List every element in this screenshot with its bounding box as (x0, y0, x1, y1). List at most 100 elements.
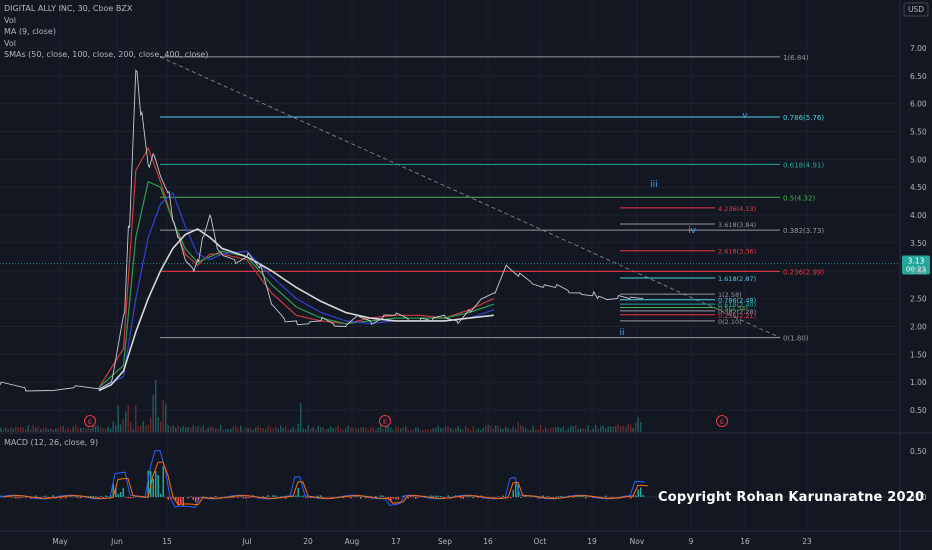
macd-hist-bar (437, 495, 439, 497)
price-axis-label: 6.00 (910, 100, 927, 109)
volume-bar (180, 427, 182, 432)
volume-bar (367, 429, 369, 432)
macd-hist-bar (12, 497, 14, 498)
volume-bar (230, 428, 232, 432)
volume-bar (187, 426, 189, 432)
volume-bar (257, 425, 259, 432)
volume-bar (382, 429, 384, 432)
macd-axis-label: 0.50 (910, 447, 927, 456)
volume-bar (145, 425, 147, 432)
price-axis-label: 3.00 (910, 267, 927, 276)
grid (0, 0, 900, 530)
currency-box (903, 2, 929, 17)
macd-hist-bar (45, 495, 47, 497)
macd-hist-bar (612, 497, 614, 499)
volume-bar (222, 429, 224, 432)
volume-bar (65, 429, 67, 432)
volume-bar (515, 428, 517, 432)
macd-hist-bar (460, 497, 462, 499)
volume-bar (122, 418, 124, 432)
volume-bar (70, 429, 72, 432)
volume-bar (190, 427, 192, 432)
volume-bar (192, 425, 194, 432)
volume-bar (267, 425, 269, 432)
volume-bar (425, 429, 427, 432)
earnings-marker-label: E (88, 418, 92, 426)
macd-hist-bar (577, 496, 579, 497)
macd-hist-bar (147, 470, 149, 497)
legend-vol-2[interactable]: Vol (4, 38, 16, 48)
sma-line-3 (98, 191, 494, 390)
volume-bar (512, 426, 514, 432)
macd-hist-bar (37, 497, 39, 498)
volume-bar (177, 425, 179, 432)
macd-hist-bar (112, 483, 114, 497)
volume-bar (432, 428, 434, 432)
price-axis-label: 5.50 (910, 128, 927, 137)
volume-bar (117, 405, 119, 432)
volume-bar (320, 427, 322, 432)
legend-vol[interactable]: Vol (4, 15, 16, 25)
volume-bar (55, 428, 57, 432)
legend-ma[interactable]: MA (9, close) (4, 27, 56, 36)
volume-bar (602, 425, 604, 432)
macd-hist-bar (582, 495, 584, 497)
indicator-legend: DIGITAL ALLY INC, 30, Cboe BZX Vol MA (9… (4, 3, 208, 61)
macd-hist-bar (550, 497, 552, 499)
macd-hist-bar (642, 495, 644, 497)
macd-hist-bar (15, 497, 17, 499)
volume-bar (252, 429, 254, 432)
volume-bar (470, 429, 472, 432)
macd-hist-bar (100, 496, 102, 497)
macd-hist-bar (47, 497, 49, 499)
earnings-marker (716, 415, 728, 427)
volume-bar (155, 379, 157, 432)
volume-bar (35, 427, 37, 432)
macd-hist-bar (375, 496, 377, 497)
volume-bar (400, 428, 402, 432)
volume-bar (415, 427, 417, 432)
volume-bar (540, 425, 542, 432)
currency-label: USD (908, 5, 924, 14)
macd-hist-bar (272, 495, 274, 497)
macd-hist-bar (300, 496, 302, 497)
volume-bar (37, 426, 39, 432)
volume-bar (462, 429, 464, 432)
legend-smas[interactable]: SMAs (50, close, 100, close, 200, close,… (4, 50, 209, 59)
macd-hist-bar (167, 497, 169, 500)
volume-bar (497, 425, 499, 432)
earnings-marker-label: E (383, 418, 387, 426)
volume-bar (355, 427, 357, 432)
volume-bar (87, 426, 89, 432)
macd-legend[interactable]: MACD (12, 26, close, 9) (4, 438, 99, 447)
macd-hist-bar (410, 496, 412, 497)
volume-bar (490, 425, 492, 432)
volume-bar (622, 425, 624, 432)
volume-bar (640, 421, 642, 432)
macd-hist-bar (35, 495, 37, 497)
macd-hist-bar (0, 495, 2, 497)
fib-ext-label: 0.618(2.40) (718, 301, 756, 309)
fib-ext-label: 3.618(3.84) (718, 221, 756, 229)
volume-bar (245, 427, 247, 432)
volume-bar (287, 429, 289, 432)
volume-bar (395, 426, 397, 432)
macd-hist-bar (197, 497, 199, 502)
volume-bar (520, 425, 522, 432)
volume-bar (427, 429, 429, 432)
volume-bar (392, 429, 394, 432)
volume-bar (137, 426, 139, 432)
macd-hist-bar (237, 497, 239, 498)
volume-bar (435, 427, 437, 432)
volume-bar (132, 429, 134, 432)
macd-hist-bar (360, 497, 362, 499)
symbol-title[interactable]: DIGITAL ALLY INC, 30, Cboe BZX (4, 4, 133, 13)
volume-bar (77, 427, 79, 432)
macd-hist-bar (537, 497, 539, 499)
time-axis-label: Aug (345, 537, 360, 546)
volume-bars (0, 379, 642, 432)
volume-bar (57, 427, 59, 432)
macd-hist-bar (292, 496, 294, 497)
volume-bar (360, 427, 362, 432)
